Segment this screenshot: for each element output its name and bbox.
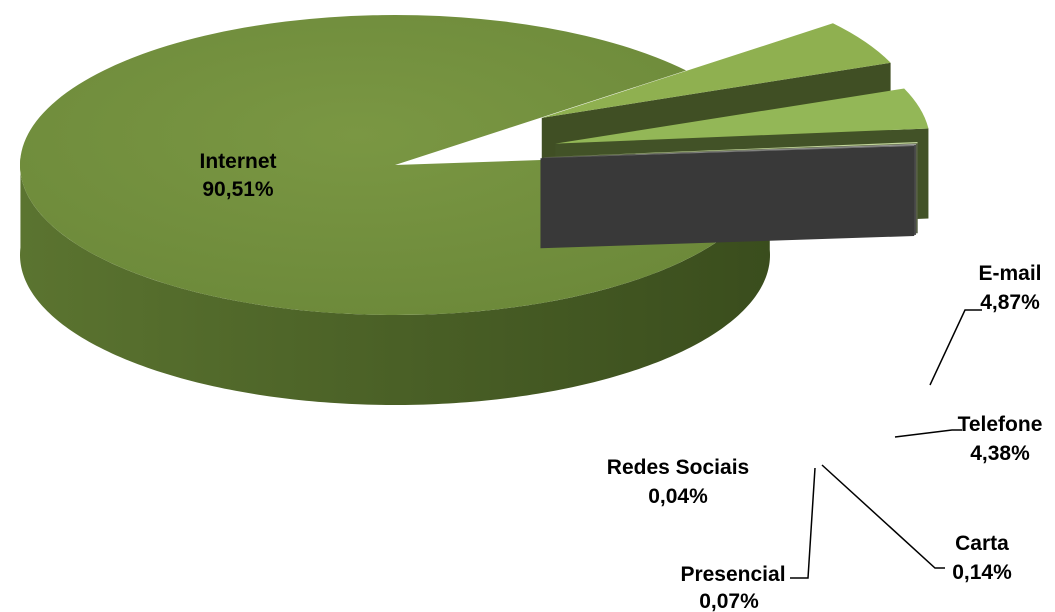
leader-email — [929, 309, 982, 386]
pie-slice-cut-face — [540, 146, 915, 249]
labels-layer: Internet 90,51% E-mail 4,87% Telefone 4,… — [199, 150, 1042, 612]
label-redes-sociais-value: 0,04% — [648, 485, 708, 508]
slices-layer — [19, 14, 929, 405]
label-carta-name: Carta — [955, 532, 1009, 555]
label-telefone-name: Telefone — [958, 413, 1043, 436]
label-telefone-value: 4,38% — [970, 442, 1030, 465]
leaders-layer — [790, 309, 982, 579]
pie-slice-side — [20, 157, 770, 405]
leader-presencial — [790, 467, 816, 579]
label-email-name: E-mail — [978, 262, 1041, 285]
label-email-value: 4,87% — [980, 291, 1040, 314]
pie-slice-top — [541, 23, 891, 118]
label-internet-name: Internet — [199, 150, 276, 173]
label-presencial-value: 0,07% — [699, 590, 759, 612]
label-presencial-name: Presencial — [680, 563, 785, 586]
label-internet-value: 90,51% — [202, 178, 274, 201]
leader-telefone — [894, 429, 962, 438]
leader-carta — [821, 464, 945, 569]
pie-slice-top — [544, 141, 918, 158]
label-carta-value: 0,14% — [952, 561, 1012, 584]
label-redes-sociais-name: Redes Sociais — [607, 456, 749, 479]
pie-slice-top — [555, 88, 929, 144]
pie-slice-top — [540, 145, 915, 159]
pie-slice-redes-sociais — [540, 145, 915, 249]
pie-slice-top — [542, 144, 917, 158]
